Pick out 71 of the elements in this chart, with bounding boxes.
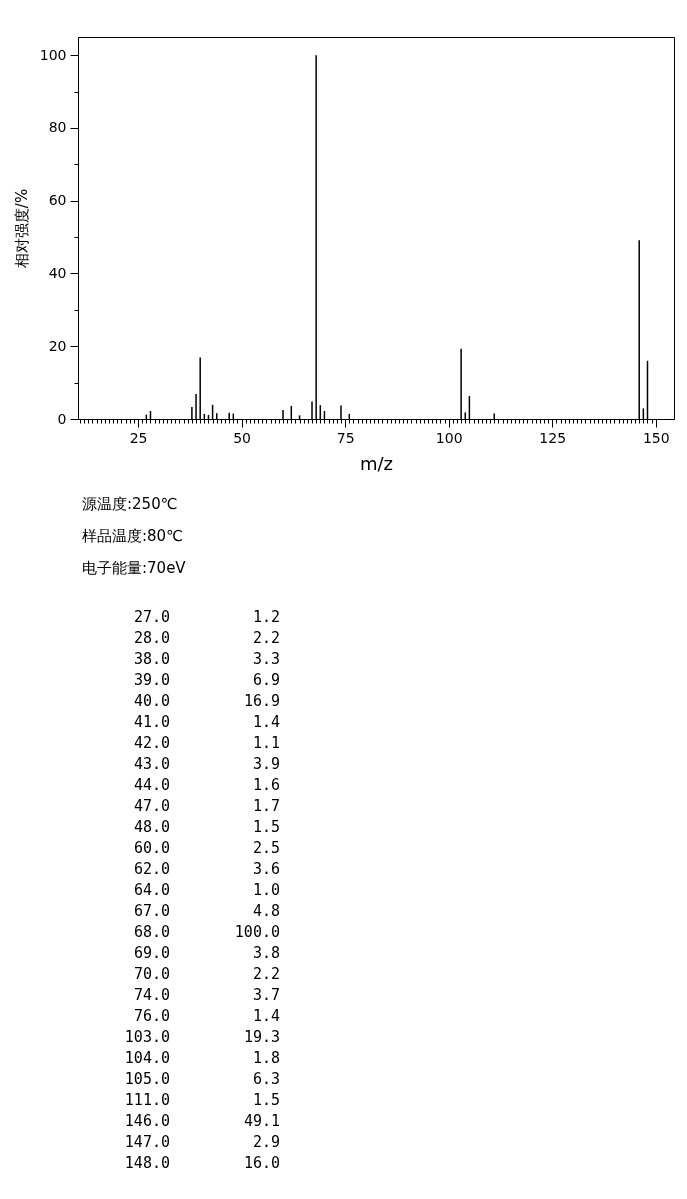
text: 62.0 [132, 859, 170, 880]
text: 1.4 [251, 1006, 280, 1027]
text: 16.0 [242, 1153, 280, 1174]
text: 38.0 [132, 649, 170, 670]
text: 2.2 [251, 628, 280, 649]
text: 111.0 [123, 1090, 170, 1111]
text: 3.8 [251, 943, 280, 964]
text: 1.2 [251, 607, 280, 628]
text: 148.0 [123, 1153, 170, 1174]
text: 43.0 [132, 754, 170, 775]
text: 48.0 [132, 817, 170, 838]
text: 68.0 [132, 922, 170, 943]
text: 3.3 [251, 649, 280, 670]
y-tick-label: 80 [48, 119, 67, 136]
text: 74.0 [132, 985, 170, 1006]
text: 28.0 [132, 628, 170, 649]
text: 1.4 [251, 712, 280, 733]
text: 105.0 [123, 1069, 170, 1090]
text: 103.0 [123, 1027, 170, 1048]
text: 1.8 [251, 1048, 280, 1069]
text: 49.1 [242, 1111, 280, 1132]
text: 42.0 [132, 733, 170, 754]
text: 2.5 [251, 838, 280, 859]
text: 源温度:250℃ [82, 495, 178, 514]
text: 4.8 [251, 901, 280, 922]
text: 1.5 [251, 1090, 280, 1111]
text: 6.3 [251, 1069, 280, 1090]
text: 64.0 [132, 880, 170, 901]
text: 40.0 [132, 691, 170, 712]
text: 146.0 [123, 1111, 170, 1132]
text: 147.0 [123, 1132, 170, 1153]
x-tick-label: 125 [539, 429, 567, 446]
x-tick-label: 25 [129, 429, 148, 446]
text: 样品温度:80℃ [82, 527, 183, 546]
text: 60.0 [132, 838, 170, 859]
x-tick-label: 50 [233, 429, 252, 446]
text: 2.2 [251, 964, 280, 985]
text: 电子能量:70eV [82, 559, 186, 578]
y-tick-label: 40 [48, 264, 67, 281]
text: 3.9 [251, 754, 280, 775]
text: 67.0 [132, 901, 170, 922]
text: 3.7 [251, 985, 280, 1006]
text: 2.9 [251, 1132, 280, 1153]
text: 76.0 [132, 1006, 170, 1027]
text: 1.0 [251, 880, 280, 901]
text: 3.6 [251, 859, 280, 880]
y-tick-label: 0 [57, 410, 67, 427]
text: 1.6 [251, 775, 280, 796]
x-tick-label: 150 [642, 429, 670, 446]
text: 39.0 [132, 670, 170, 691]
text: 70.0 [132, 964, 170, 985]
text: 47.0 [132, 796, 170, 817]
text: 6.9 [251, 670, 280, 691]
text: 1.1 [251, 733, 280, 754]
text: 16.9 [242, 691, 280, 712]
y-tick-label: 100 [39, 46, 67, 63]
text: 104.0 [123, 1048, 170, 1069]
text: 69.0 [132, 943, 170, 964]
text: 27.0 [132, 607, 170, 628]
x-tick-label: 100 [435, 429, 463, 446]
text: 44.0 [132, 775, 170, 796]
text: 100.0 [233, 922, 280, 943]
y-axis-title: 相对强度/% [12, 188, 31, 269]
text: 1.7 [251, 796, 280, 817]
x-tick-label: 75 [336, 429, 355, 446]
text: 19.3 [242, 1027, 280, 1048]
y-tick-label: 60 [48, 192, 67, 209]
text: 1.5 [251, 817, 280, 838]
text: 41.0 [132, 712, 170, 733]
x-axis-title: m/z [359, 452, 394, 474]
y-tick-label: 20 [48, 337, 67, 354]
